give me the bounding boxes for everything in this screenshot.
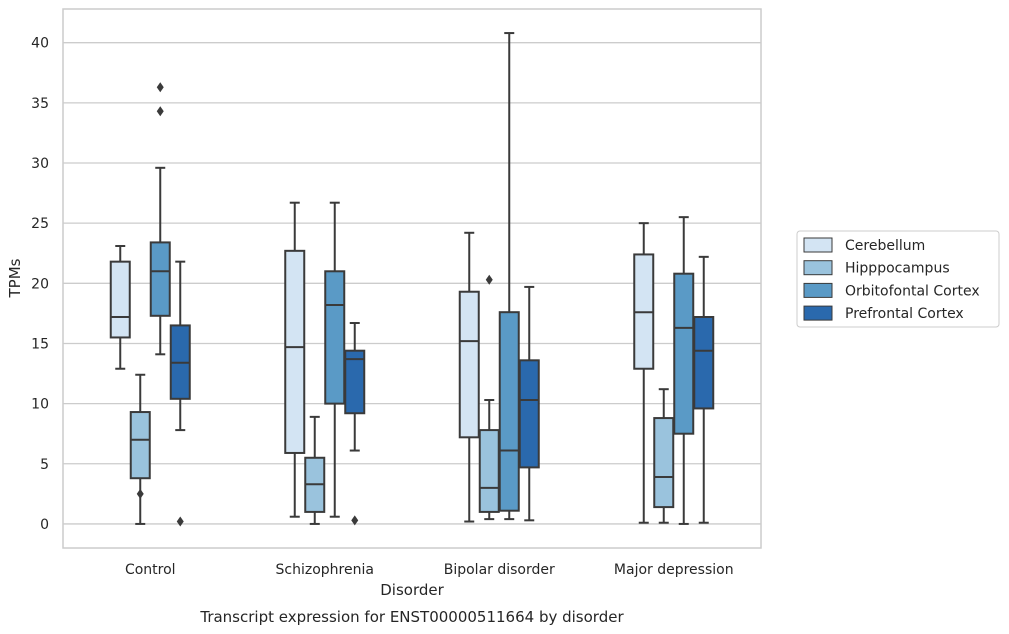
box-group bbox=[129, 373, 151, 525]
legend-swatch bbox=[803, 282, 833, 298]
box bbox=[673, 272, 695, 435]
y-axis-label: TPMs bbox=[6, 258, 24, 298]
box-group bbox=[498, 32, 520, 521]
legend-label: Prefrontal Cortex bbox=[845, 306, 964, 322]
box bbox=[149, 241, 171, 317]
x-tick-label: Control bbox=[125, 562, 176, 578]
legend: Cerebellum Hipppocampus Orbitofontal Corte… bbox=[796, 230, 1000, 328]
outlier-point bbox=[156, 82, 164, 93]
y-tick-label: 30 bbox=[31, 156, 49, 172]
y-axis-ticks: 0 5 10 15 20 25 30 35 40 bbox=[31, 36, 49, 533]
box-group bbox=[518, 285, 540, 522]
boxes bbox=[109, 32, 715, 527]
box-group bbox=[149, 82, 171, 356]
box bbox=[498, 311, 520, 512]
box-group bbox=[284, 201, 306, 518]
outlier-point bbox=[351, 515, 359, 526]
y-tick-label: 25 bbox=[31, 216, 49, 232]
y-tick-label: 15 bbox=[31, 336, 49, 352]
legend-swatch bbox=[803, 237, 833, 253]
box bbox=[109, 260, 131, 339]
y-tick-label: 0 bbox=[40, 517, 49, 533]
x-axis-label: Disorder bbox=[380, 581, 444, 599]
outlier-point bbox=[136, 488, 144, 499]
box-group bbox=[673, 216, 695, 525]
box bbox=[284, 249, 306, 454]
box-group bbox=[633, 222, 655, 524]
x-axis-ticks: Control Schizophrenia Bipolar disorder Majo… bbox=[125, 562, 734, 578]
box-group bbox=[693, 255, 715, 524]
box-group bbox=[478, 274, 500, 521]
box-group bbox=[344, 322, 366, 526]
box-group bbox=[653, 388, 675, 524]
x-tick-label: Bipolar disorder bbox=[444, 562, 555, 578]
box-group bbox=[324, 201, 346, 518]
y-tick-label: 10 bbox=[31, 397, 49, 413]
outlier-point bbox=[156, 106, 164, 117]
legend-swatch bbox=[803, 260, 833, 276]
plot-area-frame bbox=[62, 8, 762, 549]
box bbox=[518, 359, 540, 469]
box-group bbox=[109, 245, 131, 370]
box bbox=[653, 417, 675, 509]
box-group bbox=[458, 231, 480, 523]
legend-label: Hipppocampus bbox=[845, 261, 950, 277]
box bbox=[478, 429, 500, 513]
x-tick-label: Schizophrenia bbox=[276, 562, 374, 578]
y-tick-label: 5 bbox=[40, 457, 49, 473]
box bbox=[458, 290, 480, 439]
box bbox=[693, 316, 715, 410]
legend-frame bbox=[796, 230, 1000, 328]
box-group bbox=[304, 415, 326, 525]
legend-label: Orbitofontal Cortex bbox=[845, 283, 980, 299]
y-tick-label: 35 bbox=[31, 96, 49, 112]
legend-label: Cerebellum bbox=[845, 238, 925, 254]
box bbox=[344, 349, 366, 415]
outlier-point bbox=[176, 516, 184, 527]
x-tick-label: Major depression bbox=[614, 562, 734, 578]
y-tick-label: 40 bbox=[31, 36, 49, 52]
y-tick-label: 20 bbox=[31, 276, 49, 292]
chart-title: Transcript expression for ENST0000051166… bbox=[199, 608, 624, 626]
outlier-point bbox=[485, 274, 493, 285]
box bbox=[129, 411, 151, 480]
box bbox=[324, 270, 346, 405]
legend-swatch bbox=[803, 305, 833, 321]
box-group bbox=[169, 260, 191, 527]
